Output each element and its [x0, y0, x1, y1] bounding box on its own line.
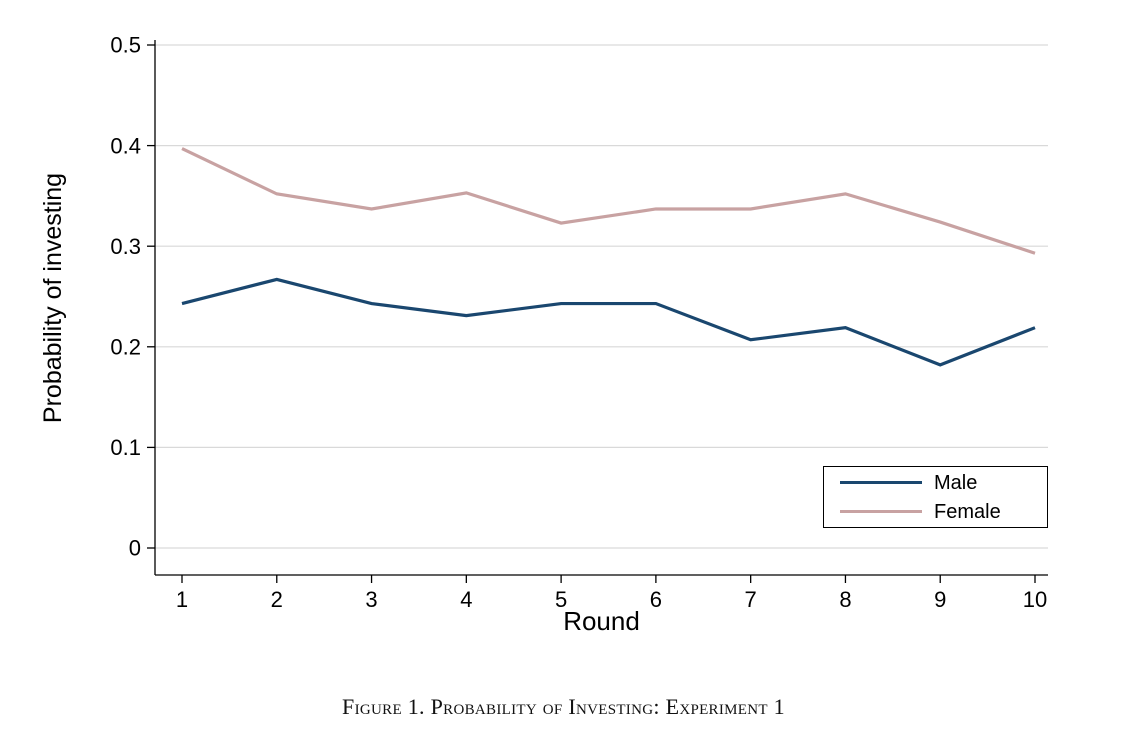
y-tick-label: 0.2: [110, 335, 141, 360]
x-tick-label: 6: [650, 587, 662, 612]
y-tick-label: 0.5: [110, 33, 141, 58]
x-tick-label: 9: [934, 587, 946, 612]
y-tick-label: 0.1: [110, 435, 141, 460]
x-tick-label: 10: [1023, 587, 1047, 612]
legend-label-male: Male: [934, 471, 978, 494]
chart-canvas: 0 0.1 0.2 0.3 0.4 0.5 1 2 3 4 5 6 7 8 9 10: [110, 33, 1048, 612]
legend-item-male: Male: [840, 473, 1047, 493]
x-tick-label: 8: [839, 587, 851, 612]
y-tick-label: 0: [129, 536, 141, 561]
legend: Male Female: [823, 466, 1048, 528]
x-tick-label: 3: [365, 587, 377, 612]
figure-caption: Figure 1. Probability of Investing: Expe…: [342, 694, 785, 719]
y-tick-label: 0.4: [110, 133, 141, 158]
x-tick-label: 2: [271, 587, 283, 612]
legend-item-female: Female: [840, 502, 1047, 522]
y-axis-title: Probability of investing: [39, 172, 67, 424]
male-line-swatch: [840, 481, 922, 484]
male-series-line: [181, 277, 1036, 367]
x-tick-label: 5: [555, 587, 567, 612]
probability-line-chart: 0 0.1 0.2 0.3 0.4 0.5 1 2 3 4 5 6 7 8 9 10 Probability …: [39, 33, 1048, 636]
x-tick-label: 1: [176, 587, 188, 612]
x-tick-label: 4: [460, 587, 472, 612]
x-axis-title: Round: [563, 606, 640, 636]
x-tick-label: 7: [745, 587, 757, 612]
y-tick-label: 0.3: [110, 234, 141, 259]
female-series-line: [181, 147, 1036, 255]
female-line-swatch: [840, 510, 922, 513]
legend-label-female: Female: [934, 500, 1001, 523]
